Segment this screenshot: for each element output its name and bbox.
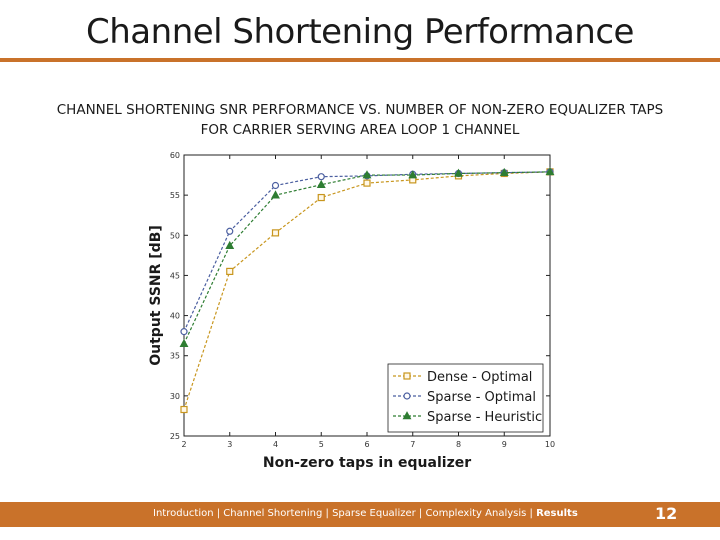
legend-label: Sparse - Optimal: [427, 390, 536, 405]
data-point: [454, 168, 463, 177]
data-point: [545, 167, 555, 176]
page-number: 12: [655, 504, 678, 523]
data-point: [271, 229, 280, 237]
legend-marker: [403, 392, 411, 400]
chart-subtitle: FOR CARRIER SERVING AREA LOOP 1 CHANNEL: [200, 122, 520, 138]
legend-label: Dense - Optimal: [427, 370, 532, 385]
legend: Dense - Optimal Sparse - Optimal Sparse - …: [387, 363, 544, 433]
data-point: [317, 193, 325, 202]
series-line: [183, 171, 551, 332]
data-point: [362, 170, 372, 179]
legend-marker: [402, 411, 412, 420]
footer-nav-item[interactable]: Channel Shortening: [223, 508, 323, 519]
x-tick-label: 5: [319, 440, 324, 449]
data-point: [226, 227, 234, 235]
series-2: [180, 168, 554, 336]
series-line: [183, 171, 551, 344]
x-tick-label: 3: [227, 440, 232, 449]
footer-nav-current[interactable]: Results: [536, 508, 578, 519]
slide-title: Channel Shortening Performance: [86, 12, 634, 52]
x-tick-label: 7: [410, 440, 415, 449]
data-point: [408, 170, 418, 179]
data-point: [180, 405, 188, 414]
chart-title: CHANNEL SHORTENING SNR PERFORMANCE VS. N…: [56, 102, 664, 118]
footer-nav-separator: |: [213, 508, 224, 519]
y-tick-label: 45: [170, 271, 180, 280]
footer-navigation: Introduction | Channel Shortening | Spar…: [153, 508, 578, 519]
y-tick-label: 50: [170, 231, 180, 240]
y-tick-label: 55: [170, 191, 180, 200]
y-tick-label: 60: [170, 151, 180, 160]
x-tick-label: 2: [181, 440, 186, 449]
y-tick-label: 40: [170, 312, 180, 321]
y-tick-label: 25: [170, 432, 180, 441]
x-axis-label: Non-zero taps in equalizer: [263, 455, 471, 471]
x-tick-label: 10: [545, 440, 555, 449]
y-tick-label: 30: [170, 392, 180, 401]
footer-nav-item[interactable]: Complexity Analysis: [425, 508, 527, 519]
x-tick-label: 9: [502, 440, 507, 449]
footer-nav-separator: |: [415, 508, 426, 519]
x-tick-label: 6: [364, 440, 369, 449]
footer-nav-item[interactable]: Sparse Equalizer: [332, 508, 416, 519]
legend-label: Sparse - Heuristic: [427, 410, 542, 425]
footer-nav-separator: |: [322, 508, 333, 519]
data-point: [271, 190, 280, 199]
data-point: [226, 267, 234, 276]
legend-marker: [403, 372, 411, 380]
data-point: [316, 179, 326, 189]
legend-box: [387, 363, 544, 433]
data-point: [317, 173, 325, 181]
footer-nav-items: Introduction | Channel Shortening | Spar…: [153, 508, 536, 519]
data-point: [499, 167, 509, 176]
title-divider: [0, 58, 720, 62]
y-axis-label: Output SSNR [dB]: [148, 225, 164, 366]
data-point: [180, 328, 188, 336]
y-tick-label: 35: [170, 352, 180, 361]
series-3: [179, 167, 555, 347]
footer-nav-item[interactable]: Introduction: [153, 508, 214, 519]
data-point: [363, 179, 371, 187]
x-tick-label: 4: [273, 440, 278, 449]
footer-nav-separator: |: [526, 508, 537, 519]
data-point: [179, 338, 189, 347]
data-point: [225, 240, 235, 250]
footer-bar: Introduction | Channel Shortening | Spar…: [0, 502, 720, 527]
data-point: [271, 181, 280, 190]
chart-heading: CHANNEL SHORTENING SNR PERFORMANCE VS. N…: [0, 100, 720, 140]
x-tick-label: 8: [456, 440, 461, 449]
